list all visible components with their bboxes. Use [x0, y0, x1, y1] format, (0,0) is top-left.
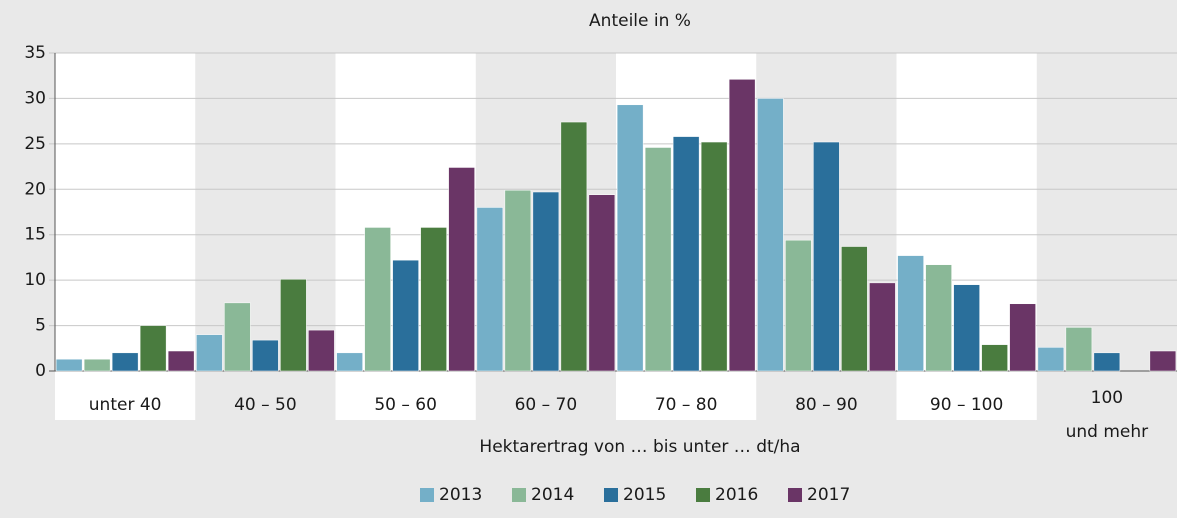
bar: [504, 189, 532, 372]
bar: [953, 284, 980, 372]
legend-label: 2017: [807, 485, 850, 505]
bar: [785, 239, 812, 372]
legend-swatch: [788, 488, 802, 502]
legend-swatch: [696, 488, 710, 502]
bar: [813, 141, 840, 372]
x-tick-label: 90 – 100: [930, 395, 1003, 415]
y-tick-label: 25: [24, 134, 46, 154]
x-tick-label: 60 – 70: [515, 395, 578, 415]
y-tick-label: 10: [24, 270, 46, 290]
x-tick-label: 50 – 60: [374, 395, 437, 415]
y-tick-label: 35: [24, 43, 46, 63]
bar: [252, 339, 279, 372]
bar: [560, 121, 588, 372]
bar: [981, 344, 1008, 372]
bar: [700, 141, 728, 372]
bar: [167, 350, 195, 372]
x-axis-label: Hektarertrag von … bis unter … dt/ha: [479, 437, 800, 457]
bar: [280, 278, 307, 372]
x-tick-label: unter 40: [89, 395, 162, 415]
x-tick-label: 40 – 50: [234, 395, 297, 415]
y-tick-label: 5: [35, 316, 46, 336]
bar: [111, 352, 139, 372]
bar: [336, 352, 363, 372]
chart-title: Anteile in %: [589, 11, 691, 31]
bar: [196, 334, 223, 372]
legend-swatch: [512, 488, 526, 502]
bar: [364, 227, 391, 372]
bar: [420, 227, 447, 372]
bar: [672, 136, 700, 372]
bar: [224, 302, 251, 372]
x-tick-label: 70 – 80: [655, 395, 718, 415]
bar: [644, 147, 672, 372]
x-tick-label: 100 und mehr: [1066, 388, 1149, 442]
bar: [532, 191, 560, 372]
bar: [55, 358, 83, 372]
bar: [308, 329, 335, 372]
bar: [1009, 303, 1036, 372]
bar: [869, 282, 896, 372]
bar: [588, 194, 616, 372]
legend-label: 2014: [531, 485, 574, 505]
bar: [757, 98, 784, 372]
y-tick-label: 15: [24, 225, 46, 245]
legend-swatch: [420, 488, 434, 502]
bar: [476, 207, 504, 372]
bar: [1065, 327, 1093, 372]
bar: [1037, 347, 1065, 372]
bar: [392, 259, 419, 372]
bar: [448, 167, 475, 372]
bar: [139, 325, 167, 372]
bar: [897, 255, 924, 372]
bar: [616, 104, 644, 372]
bar: [83, 358, 111, 372]
legend-label: 2016: [715, 485, 758, 505]
legend-swatch: [604, 488, 618, 502]
legend-label: 2013: [439, 485, 482, 505]
y-tick-label: 30: [24, 88, 46, 108]
bar: [841, 246, 868, 372]
bar: [925, 264, 952, 372]
y-tick-label: 20: [24, 179, 46, 199]
bar: [1149, 350, 1177, 372]
y-tick-label: 0: [35, 361, 46, 381]
legend-label: 2015: [623, 485, 666, 505]
bar: [1093, 352, 1121, 372]
x-tick-label: 80 – 90: [795, 395, 858, 415]
bar: [728, 79, 756, 372]
